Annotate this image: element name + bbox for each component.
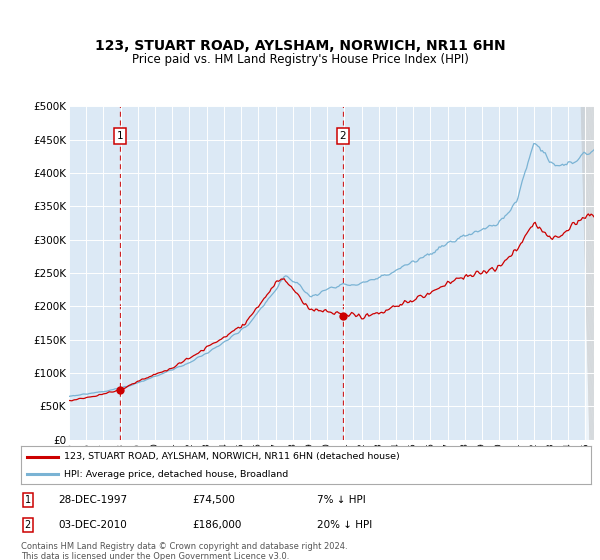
Text: HPI: Average price, detached house, Broadland: HPI: Average price, detached house, Broa…: [64, 470, 288, 479]
Text: Contains HM Land Registry data © Crown copyright and database right 2024.
This d: Contains HM Land Registry data © Crown c…: [21, 542, 347, 560]
Text: Price paid vs. HM Land Registry's House Price Index (HPI): Price paid vs. HM Land Registry's House …: [131, 53, 469, 66]
Text: 2: 2: [25, 520, 31, 530]
Text: 1: 1: [25, 495, 31, 505]
Text: 28-DEC-1997: 28-DEC-1997: [58, 495, 127, 505]
Text: 03-DEC-2010: 03-DEC-2010: [58, 520, 127, 530]
Text: 1: 1: [117, 132, 124, 141]
Text: £186,000: £186,000: [192, 520, 241, 530]
Text: 123, STUART ROAD, AYLSHAM, NORWICH, NR11 6HN (detached house): 123, STUART ROAD, AYLSHAM, NORWICH, NR11…: [64, 452, 400, 461]
Text: 7% ↓ HPI: 7% ↓ HPI: [317, 495, 366, 505]
Text: 2: 2: [340, 132, 346, 141]
Text: 20% ↓ HPI: 20% ↓ HPI: [317, 520, 373, 530]
Text: 123, STUART ROAD, AYLSHAM, NORWICH, NR11 6HN: 123, STUART ROAD, AYLSHAM, NORWICH, NR11…: [95, 39, 505, 53]
Text: £74,500: £74,500: [192, 495, 235, 505]
